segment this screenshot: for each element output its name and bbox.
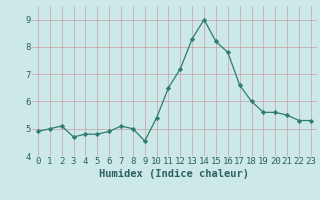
X-axis label: Humidex (Indice chaleur): Humidex (Indice chaleur): [100, 169, 249, 179]
